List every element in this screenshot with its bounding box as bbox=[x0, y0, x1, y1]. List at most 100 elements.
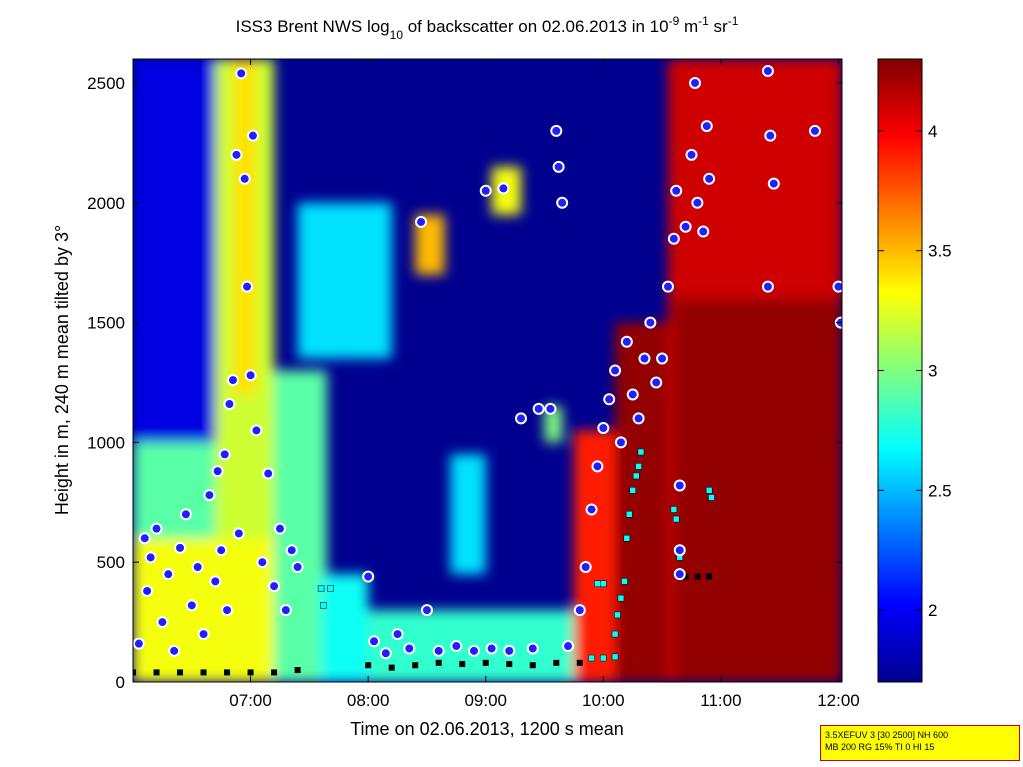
cloud-base-mark bbox=[673, 568, 686, 581]
x-tick-label: 07:00 bbox=[229, 691, 272, 710]
cloud-base-mark bbox=[609, 364, 622, 377]
cloud-base-mark bbox=[673, 479, 686, 492]
cloud-base-mark bbox=[562, 640, 575, 653]
cloud-base-mark bbox=[673, 544, 686, 557]
x-axis-label: Time on 02.06.2013, 1200 s mean bbox=[350, 719, 624, 739]
cloud-base-mark bbox=[685, 148, 698, 161]
x-tick-label: 10:00 bbox=[582, 691, 625, 710]
cloud-base-mark bbox=[179, 508, 192, 521]
cloud-base-mark bbox=[391, 628, 404, 641]
cloud-base-mark bbox=[185, 599, 198, 612]
cloud-base-mark bbox=[230, 148, 243, 161]
mixing-layer-mark bbox=[705, 487, 713, 494]
mixing-layer-mark bbox=[670, 506, 678, 513]
aerosol-layer-mark bbox=[294, 667, 301, 674]
aerosol-layer-mark bbox=[224, 669, 231, 676]
cloud-base-mark bbox=[632, 412, 645, 425]
field-region bbox=[133, 538, 298, 682]
cloud-base-mark bbox=[273, 522, 286, 535]
cloud-base-mark bbox=[368, 635, 381, 648]
cloud-base-mark bbox=[285, 544, 298, 557]
colorbar-tick-label: 4 bbox=[928, 122, 937, 141]
mixing-layer-mark bbox=[614, 611, 621, 619]
aerosol-layer-mark bbox=[482, 659, 489, 666]
cloud-base-mark bbox=[144, 551, 157, 564]
cloud-base-mark bbox=[585, 503, 598, 516]
cloud-base-mark bbox=[420, 604, 433, 617]
aerosol-layer-mark bbox=[435, 659, 442, 666]
cloud-base-mark bbox=[250, 424, 263, 437]
cloud-base-mark bbox=[650, 376, 663, 389]
cloud-base-mark bbox=[415, 215, 428, 228]
aerosol-layer-mark bbox=[388, 664, 395, 671]
cloud-base-mark bbox=[215, 544, 228, 557]
cloud-base-mark bbox=[691, 196, 704, 209]
y-tick-label: 1000 bbox=[87, 433, 125, 452]
cloud-base-mark bbox=[767, 177, 780, 190]
cloud-base-mark bbox=[244, 369, 257, 382]
aerosol-layer-mark bbox=[247, 669, 254, 676]
cloud-base-mark bbox=[262, 467, 275, 480]
mixing-layer-mark bbox=[600, 654, 607, 662]
x-tick-label: 11:00 bbox=[700, 691, 741, 710]
cloud-base-mark bbox=[526, 642, 539, 655]
mixing-layer-mark bbox=[320, 602, 327, 609]
cloud-base-mark bbox=[667, 232, 680, 245]
cloud-base-mark bbox=[485, 642, 498, 655]
cloud-base-mark bbox=[232, 527, 245, 540]
y-axis-label: Height in m, 240 m mean tilted by 3° bbox=[52, 225, 72, 515]
cloud-base-mark bbox=[670, 184, 683, 197]
cloud-base-mark bbox=[467, 644, 480, 657]
cloud-base-mark bbox=[479, 184, 492, 197]
mixing-layer-mark bbox=[588, 654, 595, 662]
cloud-base-mark bbox=[268, 580, 281, 593]
cloud-base-mark bbox=[133, 637, 145, 650]
plot-frame bbox=[132, 58, 843, 683]
cloud-base-mark bbox=[238, 172, 251, 185]
mixing-layer-mark bbox=[611, 630, 619, 638]
mixing-layer-mark bbox=[317, 585, 325, 592]
x-tick-label: 08:00 bbox=[347, 691, 390, 710]
colorbar: 2 2.5 3 3.5 4 bbox=[877, 58, 952, 683]
colorbar-tick-label: 3 bbox=[928, 362, 937, 381]
cloud-base-mark bbox=[761, 280, 774, 293]
x-tick-label: 12:00 bbox=[817, 691, 860, 710]
field-region bbox=[297, 202, 392, 359]
cloud-base-mark bbox=[256, 556, 269, 569]
cloud-base-mark bbox=[832, 280, 842, 293]
cloud-base-mark bbox=[246, 129, 259, 142]
cloud-base-mark bbox=[626, 388, 639, 401]
cloud-base-mark bbox=[379, 647, 392, 660]
x-axis: 07:00 08:00 09:00 10:00 11:00 12:00 bbox=[229, 59, 860, 710]
cloud-base-mark bbox=[764, 129, 777, 142]
cloud-base-mark bbox=[403, 642, 416, 655]
cloud-base-mark bbox=[503, 644, 516, 657]
cloud-base-mark bbox=[591, 460, 604, 473]
cloud-base-mark bbox=[808, 124, 821, 137]
field-region bbox=[544, 406, 563, 443]
cloud-base-mark bbox=[291, 560, 304, 573]
mixing-layer-mark bbox=[635, 463, 642, 470]
field-region bbox=[232, 59, 257, 395]
cloud-base-mark bbox=[550, 124, 563, 137]
mixing-layer-mark bbox=[708, 494, 715, 501]
cloud-base-mark bbox=[603, 393, 616, 406]
aerosol-layer-mark bbox=[694, 573, 701, 580]
cloud-base-mark bbox=[191, 560, 204, 573]
field-region bbox=[615, 322, 674, 682]
y-tick-label: 2000 bbox=[87, 194, 125, 213]
parameter-box: 3.5XEFUV 3 [30 2500] NH 600 MB 200 RG 15… bbox=[820, 725, 1020, 761]
cloud-base-mark bbox=[497, 182, 510, 195]
cloud-base-mark bbox=[362, 570, 375, 583]
x-tick-label: 09:00 bbox=[464, 691, 507, 710]
cloud-base-mark bbox=[761, 64, 774, 77]
y-tick-label: 0 bbox=[116, 673, 125, 692]
cloud-base-mark bbox=[221, 604, 234, 617]
cloud-base-mark bbox=[138, 532, 151, 545]
field-region bbox=[321, 574, 369, 682]
cloud-base-mark bbox=[203, 489, 216, 502]
aerosol-layer-mark bbox=[529, 662, 536, 669]
cloud-base-mark bbox=[197, 628, 210, 641]
aerosol-layer-mark bbox=[365, 662, 372, 669]
